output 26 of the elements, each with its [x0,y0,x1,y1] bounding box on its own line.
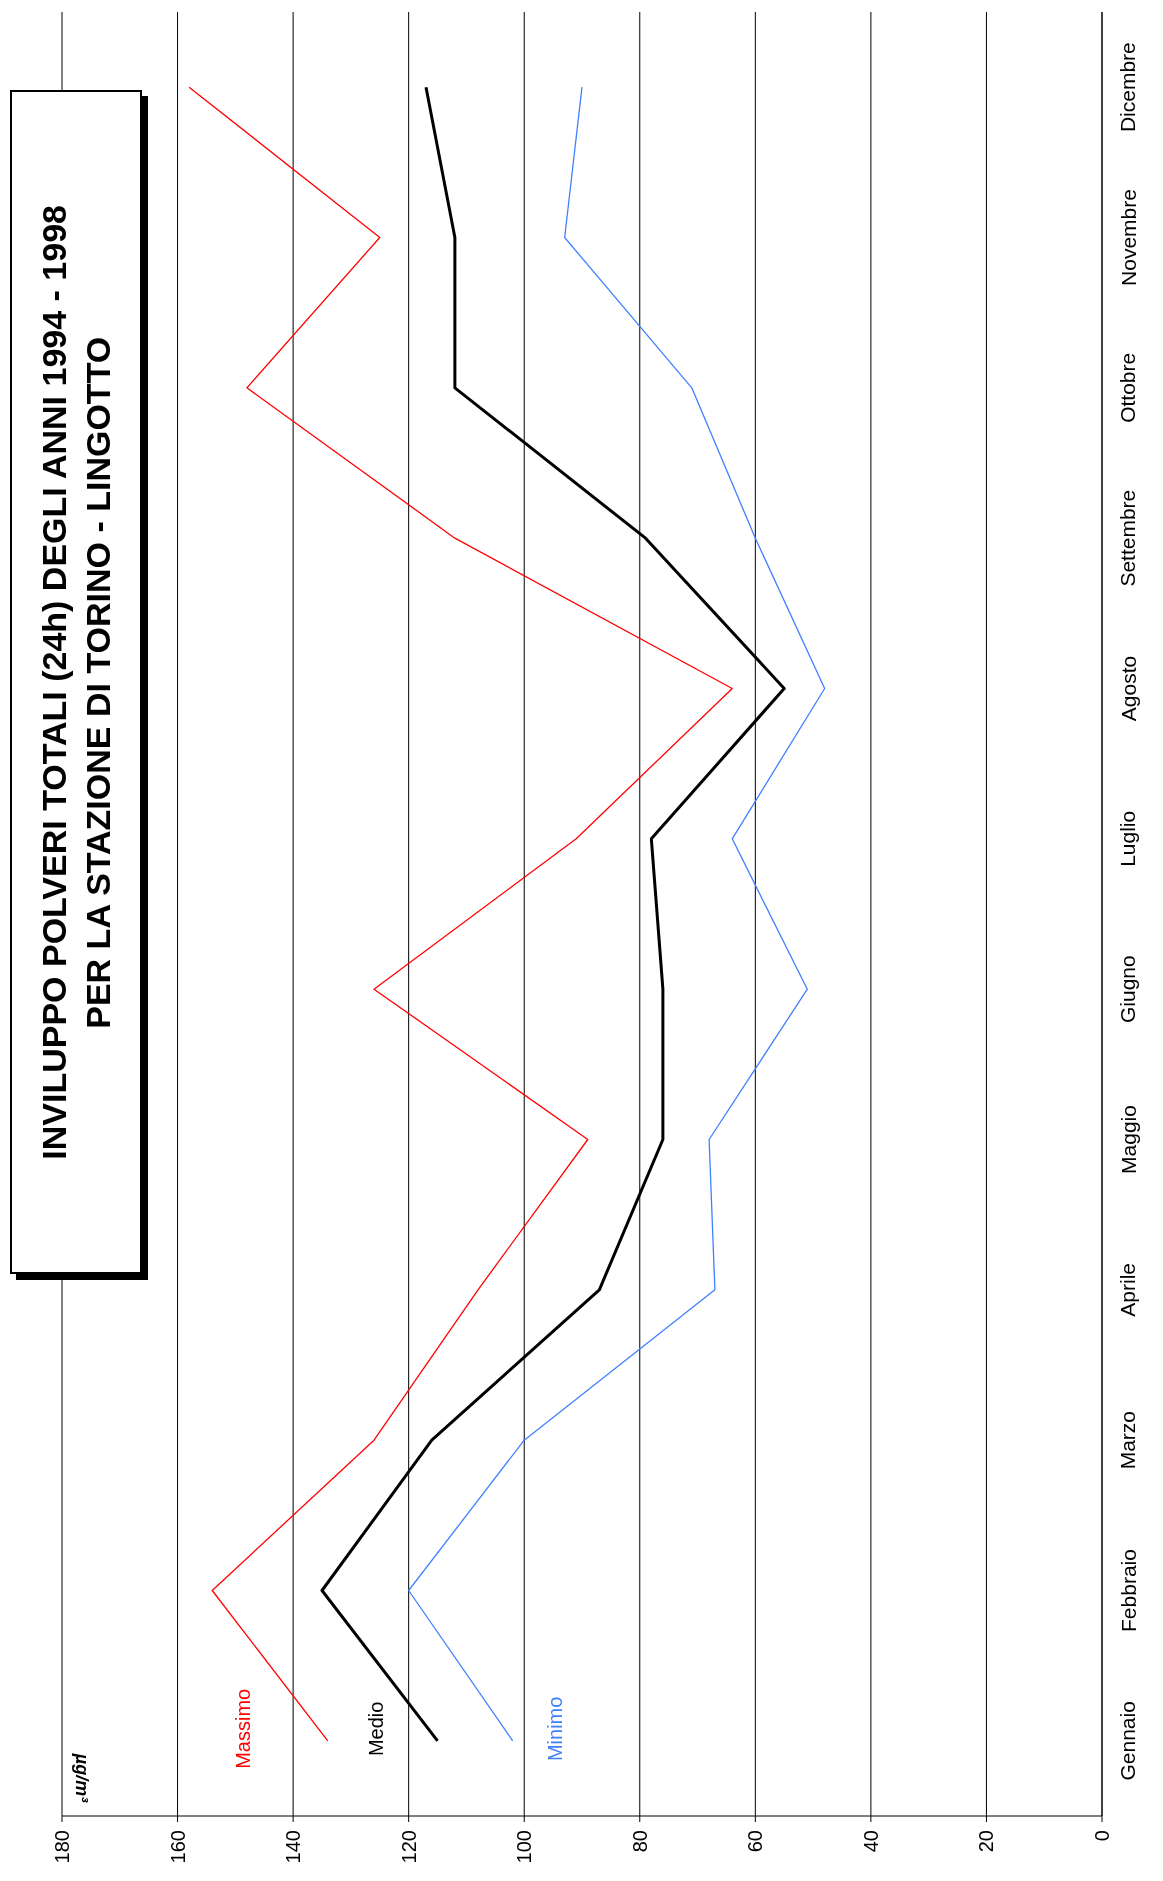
y-tick-label: Dicembre [1116,42,1140,133]
y-tick-label: Ottobre [1116,352,1140,423]
y-tick-label: Marzo [1116,1410,1140,1470]
y-tick-label: Novembre [1116,189,1140,286]
x-tick-label: 120 [397,1830,420,1864]
x-tick-label: 100 [513,1830,536,1864]
y-tick-label: Settembre [1116,489,1140,587]
y-tick-label: Febbraio [1116,1549,1140,1632]
text: Massimo [231,1688,254,1769]
y-tick-label: Maggio [1116,1105,1140,1174]
y-tick-label: Gennaio [1116,1701,1140,1781]
x-tick-label: 60 [744,1830,767,1853]
x-tick-label: 40 [859,1830,882,1853]
x-tick-label: 160 [166,1830,189,1864]
text: Medio [364,1701,387,1757]
y-axis-title: µg/m³ [72,1752,92,1804]
y-tick-label: Aprile [1116,1262,1140,1317]
x-tick-label: 20 [975,1830,998,1853]
x-tick-label: 140 [282,1830,305,1864]
y-tick-label: Agosto [1116,655,1140,722]
y-tick-label: Giugno [1116,955,1140,1024]
x-tick-label: 0 [1091,1830,1113,1842]
x-tick-label: 80 [628,1830,651,1853]
text: Minimo [543,1696,566,1762]
x-tick-label: 180 [51,1830,73,1864]
y-tick-label: Luglio [1116,810,1140,867]
